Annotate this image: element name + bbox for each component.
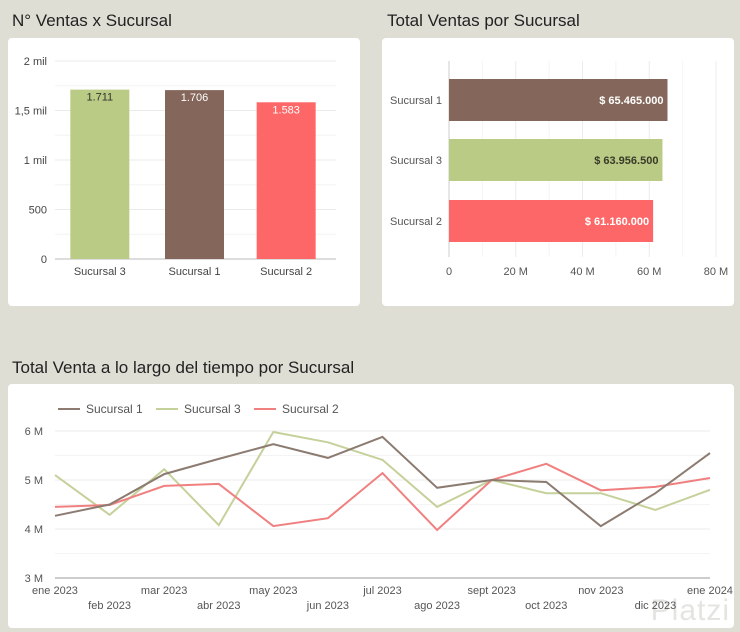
- x-tick-label: 0: [446, 266, 452, 278]
- bar-data-label: 1.706: [181, 92, 209, 104]
- x-tick-label: ene 2023: [32, 585, 78, 597]
- x-tick-label: 60 M: [637, 266, 661, 278]
- total-chart-title: Total Ventas por Sucursal: [387, 11, 580, 30]
- x-tick-label: sept 2023: [468, 585, 516, 597]
- bar-data-label: $ 65.465.000: [599, 95, 663, 107]
- bar-sucursal-1: [165, 90, 224, 259]
- x-tick-label: 20 M: [504, 266, 528, 278]
- x-tick-label: abr 2023: [197, 600, 240, 612]
- x-tick-label: Sucursal 2: [260, 266, 312, 278]
- time-chart-card: [8, 384, 734, 628]
- y-tick-label: 4 M: [25, 524, 43, 536]
- y-tick-label: 6 M: [25, 426, 43, 438]
- count-chart-title: N° Ventas x Sucursal: [12, 11, 172, 30]
- legend-label: Sucursal 2: [282, 402, 339, 416]
- bar-sucursal-3: [70, 89, 130, 260]
- y-tick-label: Sucursal 3: [390, 155, 442, 167]
- x-tick-label: Sucursal 1: [169, 266, 221, 278]
- bar-sucursal-2: [256, 102, 316, 260]
- x-tick-label: mar 2023: [141, 585, 187, 597]
- series-line-sucursal-1: [54, 435, 711, 528]
- y-tick-label: 500: [29, 205, 47, 217]
- x-tick-label: oct 2023: [525, 600, 567, 612]
- x-tick-label: feb 2023: [88, 600, 131, 612]
- legend-label: Sucursal 3: [184, 402, 241, 416]
- bar-sucursal-1: [449, 79, 668, 121]
- series-line-sucursal-2: [54, 462, 711, 532]
- y-tick-label: 5 M: [25, 475, 43, 487]
- series-line-sucursal-3: [54, 430, 711, 527]
- y-tick-label: 3 M: [25, 573, 43, 585]
- bar-data-label: 1.583: [272, 104, 300, 116]
- legend-label: Sucursal 1: [86, 402, 143, 416]
- x-tick-label: ago 2023: [414, 600, 460, 612]
- y-tick-label: 2 mil: [24, 56, 47, 68]
- bar-sucursal-3: [449, 139, 663, 181]
- x-tick-label: 40 M: [570, 266, 594, 278]
- x-tick-label: nov 2023: [578, 585, 623, 597]
- bar-data-label: $ 61.160.000: [585, 216, 649, 228]
- x-tick-label: jun 2023: [306, 600, 349, 612]
- y-tick-label: 1,5 mil: [15, 106, 47, 118]
- x-tick-label: jul 2023: [362, 585, 402, 597]
- x-tick-label: 80 M: [704, 266, 728, 278]
- platzi-watermark: Platzi: [650, 594, 730, 627]
- y-tick-label: Sucursal 1: [390, 95, 442, 107]
- time-chart-title: Total Venta a lo largo del tiempo por Su…: [12, 358, 355, 377]
- x-tick-label: ene 2024: [687, 585, 733, 597]
- y-tick-label: 0: [41, 254, 47, 266]
- x-tick-label: dic 2023: [635, 600, 677, 612]
- y-tick-label: Sucursal 2: [390, 216, 442, 228]
- x-tick-label: may 2023: [249, 585, 297, 597]
- bar-sucursal-2: [449, 200, 654, 242]
- y-tick-label: 1 mil: [24, 155, 47, 167]
- bar-data-label: $ 63.956.500: [594, 155, 658, 167]
- x-tick-label: Sucursal 3: [74, 266, 126, 278]
- bar-data-label: 1.711: [86, 92, 113, 104]
